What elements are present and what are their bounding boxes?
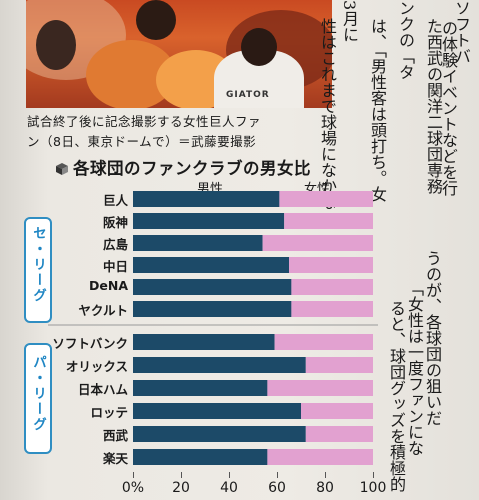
bar-male [133, 235, 263, 251]
bar-male [133, 257, 289, 273]
team-label: 日本ハム [77, 382, 128, 397]
team-label: DeNA [89, 278, 128, 293]
pacific-league-bracket [24, 343, 52, 454]
article-column: 「女性は一度ファンにな [405, 280, 424, 456]
bar-male [133, 380, 268, 396]
article-column: た西武の関洋二球団専務 [424, 18, 443, 194]
bar-female [279, 191, 373, 207]
bar-male [133, 301, 292, 317]
bar-female [305, 357, 373, 373]
article-column: ソフトバ [452, 0, 471, 64]
bar-male [133, 403, 301, 419]
x-tick-label: 40 [220, 480, 238, 496]
cube-icon [56, 160, 68, 175]
team-label: 阪神 [102, 215, 128, 230]
x-tick-label: 100 [359, 480, 387, 496]
team-label: オリックス [65, 359, 128, 374]
bar-female [274, 334, 373, 350]
bar-female [305, 426, 373, 442]
article-column: ンクの「タ [396, 0, 415, 80]
bar-male [133, 357, 306, 373]
article-column: 性はこれまで球場になかな [318, 18, 337, 210]
x-tick-mark [277, 472, 278, 478]
bar-female [284, 213, 373, 229]
article-column: は、「男性客は頭打ち。女 [368, 18, 387, 202]
chart-title-text: 各球団のファンクラブの男女比 [73, 159, 311, 178]
article-column: の体験イベントなどを行 [439, 20, 458, 196]
bar-male [133, 426, 306, 442]
x-tick-mark [229, 472, 230, 478]
central-league-bracket [24, 217, 52, 323]
x-tick-label: 0% [121, 480, 145, 496]
photo-caption: 試合終了後に記念撮影する女性巨人ファ ン（8日、東京ドームで）＝武藤要撮影 [27, 112, 357, 152]
team-label: 中日 [102, 259, 128, 274]
bar-male [133, 334, 275, 350]
x-tick-mark [373, 472, 374, 478]
bar-male [133, 279, 292, 295]
article-column: 3月に [340, 0, 359, 43]
article-column: ると、球団グッズを積極的 [387, 300, 406, 492]
team-label: ソフトバンク [52, 336, 128, 351]
caption-line-2: ン（8日、東京ドームで）＝武藤要撮影 [27, 134, 257, 149]
chart-title: 各球団のファンクラブの男女比 [56, 155, 311, 179]
team-label: 楽天 [102, 451, 128, 466]
bar-male [133, 213, 285, 229]
fans-photo: GIATOR [26, 0, 332, 108]
bar-female [267, 449, 373, 465]
bar-female [289, 257, 373, 273]
bar-male [133, 191, 280, 207]
team-label: ロッテ [90, 405, 128, 420]
x-tick-mark [133, 472, 134, 478]
article-column: うのが、各球団の狙いだ [423, 250, 442, 426]
x-tick-label: 80 [316, 480, 334, 496]
team-label: 巨人 [102, 193, 128, 208]
bar-female [291, 301, 373, 317]
bar-male [133, 449, 268, 465]
caption-line-1: 試合終了後に記念撮影する女性巨人ファ [27, 114, 262, 129]
team-label: 西武 [102, 428, 128, 443]
x-tick-label: 20 [172, 480, 190, 496]
central-league-label: セ・リーグ [30, 226, 46, 304]
bar-female [301, 403, 373, 419]
bar-female [291, 279, 373, 295]
bar-female [267, 380, 373, 396]
bar-female [262, 235, 373, 251]
x-tick-label: 60 [268, 480, 286, 496]
team-label: ヤクルト [78, 303, 128, 318]
x-tick-mark [325, 472, 326, 478]
x-tick-mark [181, 472, 182, 478]
pacific-league-label: パ・リーグ [30, 355, 46, 433]
team-label: 広島 [102, 237, 128, 252]
